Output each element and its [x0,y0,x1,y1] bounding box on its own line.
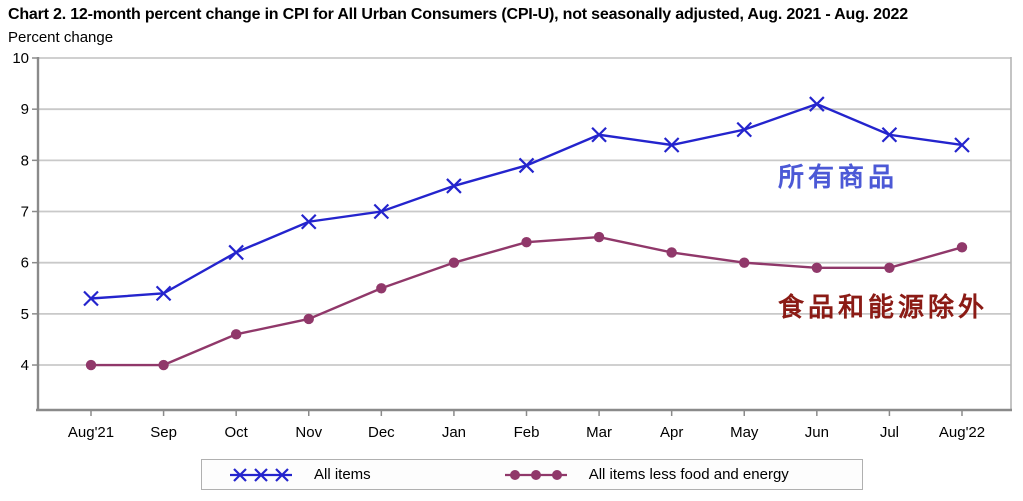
circle-marker [303,313,314,325]
x-axis-tick-label: May [730,424,759,441]
x-marker [518,157,535,174]
x-marker [809,96,825,112]
x-marker [83,290,99,307]
x-axis-tick-label: Apr [660,424,683,441]
core-series [85,231,968,371]
x-axis-tick-label: Jul [880,424,899,441]
legend-label-core: All items less food and energy [588,466,789,483]
circle-marker [811,262,823,273]
x-marker [663,137,680,153]
x-marker [228,244,244,261]
circle-marker [739,257,750,268]
circle-marker [158,359,169,371]
x-axis-tick-label: Sep [150,424,177,441]
legend-item-all-items: All items [228,466,371,483]
circle-marker [85,359,97,371]
circle-marker [376,283,387,294]
y-axis-tick-label: 7 [21,204,29,221]
legend-item-core: All items less food and energy [503,466,789,483]
x-axis-tick-label: Nov [295,424,322,441]
circle-marker [956,242,968,253]
circle-marker [230,329,242,340]
series-line [90,102,963,300]
circle-marker [521,237,532,248]
x-marker [155,285,172,302]
x-axis-tick-label: Jan [442,424,466,441]
y-axis-unit-label: Percent change [8,29,114,46]
x-axis-tick-label: Feb [514,424,540,441]
legend-circle-marker [509,469,520,480]
all-items-legend-marker-icon [230,467,292,482]
x-axis-tick-label: Aug'22 [939,424,985,441]
circle-marker [884,262,895,273]
legend-x-marker [254,467,268,482]
x-axis-tick-label: Aug'21 [68,424,114,441]
y-axis-tick-label: 4 [21,357,29,374]
legend: All items All items less food and energy [201,459,863,490]
legend-label-all-items: All items [314,466,371,483]
x-axis-tick-label: Oct [224,424,248,441]
legend-x-marker [275,467,289,482]
y-axis-tick-label: 9 [21,101,29,118]
series-annotation-all-items: 所有商品 [778,162,898,192]
all-items-series [83,96,970,307]
circle-marker [448,257,460,268]
legend-circle-marker [551,469,562,480]
x-marker [373,203,390,220]
plot-area: 4 5 6 7 8 9 10 Aug'21 Sep Oct Nov Dec Jan Feb Mar Apr Ma… [12,50,1012,441]
x-marker [300,213,317,230]
y-axis-tick-label: 10 [12,50,29,67]
x-marker [954,137,970,153]
y-axis-tick-label: 6 [21,255,29,272]
x-axis-tick-label: Jun [805,424,829,441]
legend-circle-marker [530,469,541,480]
x-marker [446,178,462,194]
x-axis-tick-label: Mar [586,424,612,441]
x-marker [881,126,898,143]
x-axis-tick-label: Dec [368,424,395,441]
series-annotation-core: 食品和能源除外 [778,292,988,322]
circle-marker [593,231,605,243]
core-legend-marker-icon [504,469,567,480]
circle-marker [666,247,677,258]
y-axis-tick-label: 8 [21,152,29,169]
x-marker [736,121,753,138]
chart-title: Chart 2. 12-month percent change in CPI … [8,6,908,23]
y-axis-tick-label: 5 [21,306,29,323]
x-marker [591,126,607,143]
legend-x-marker [233,467,247,482]
